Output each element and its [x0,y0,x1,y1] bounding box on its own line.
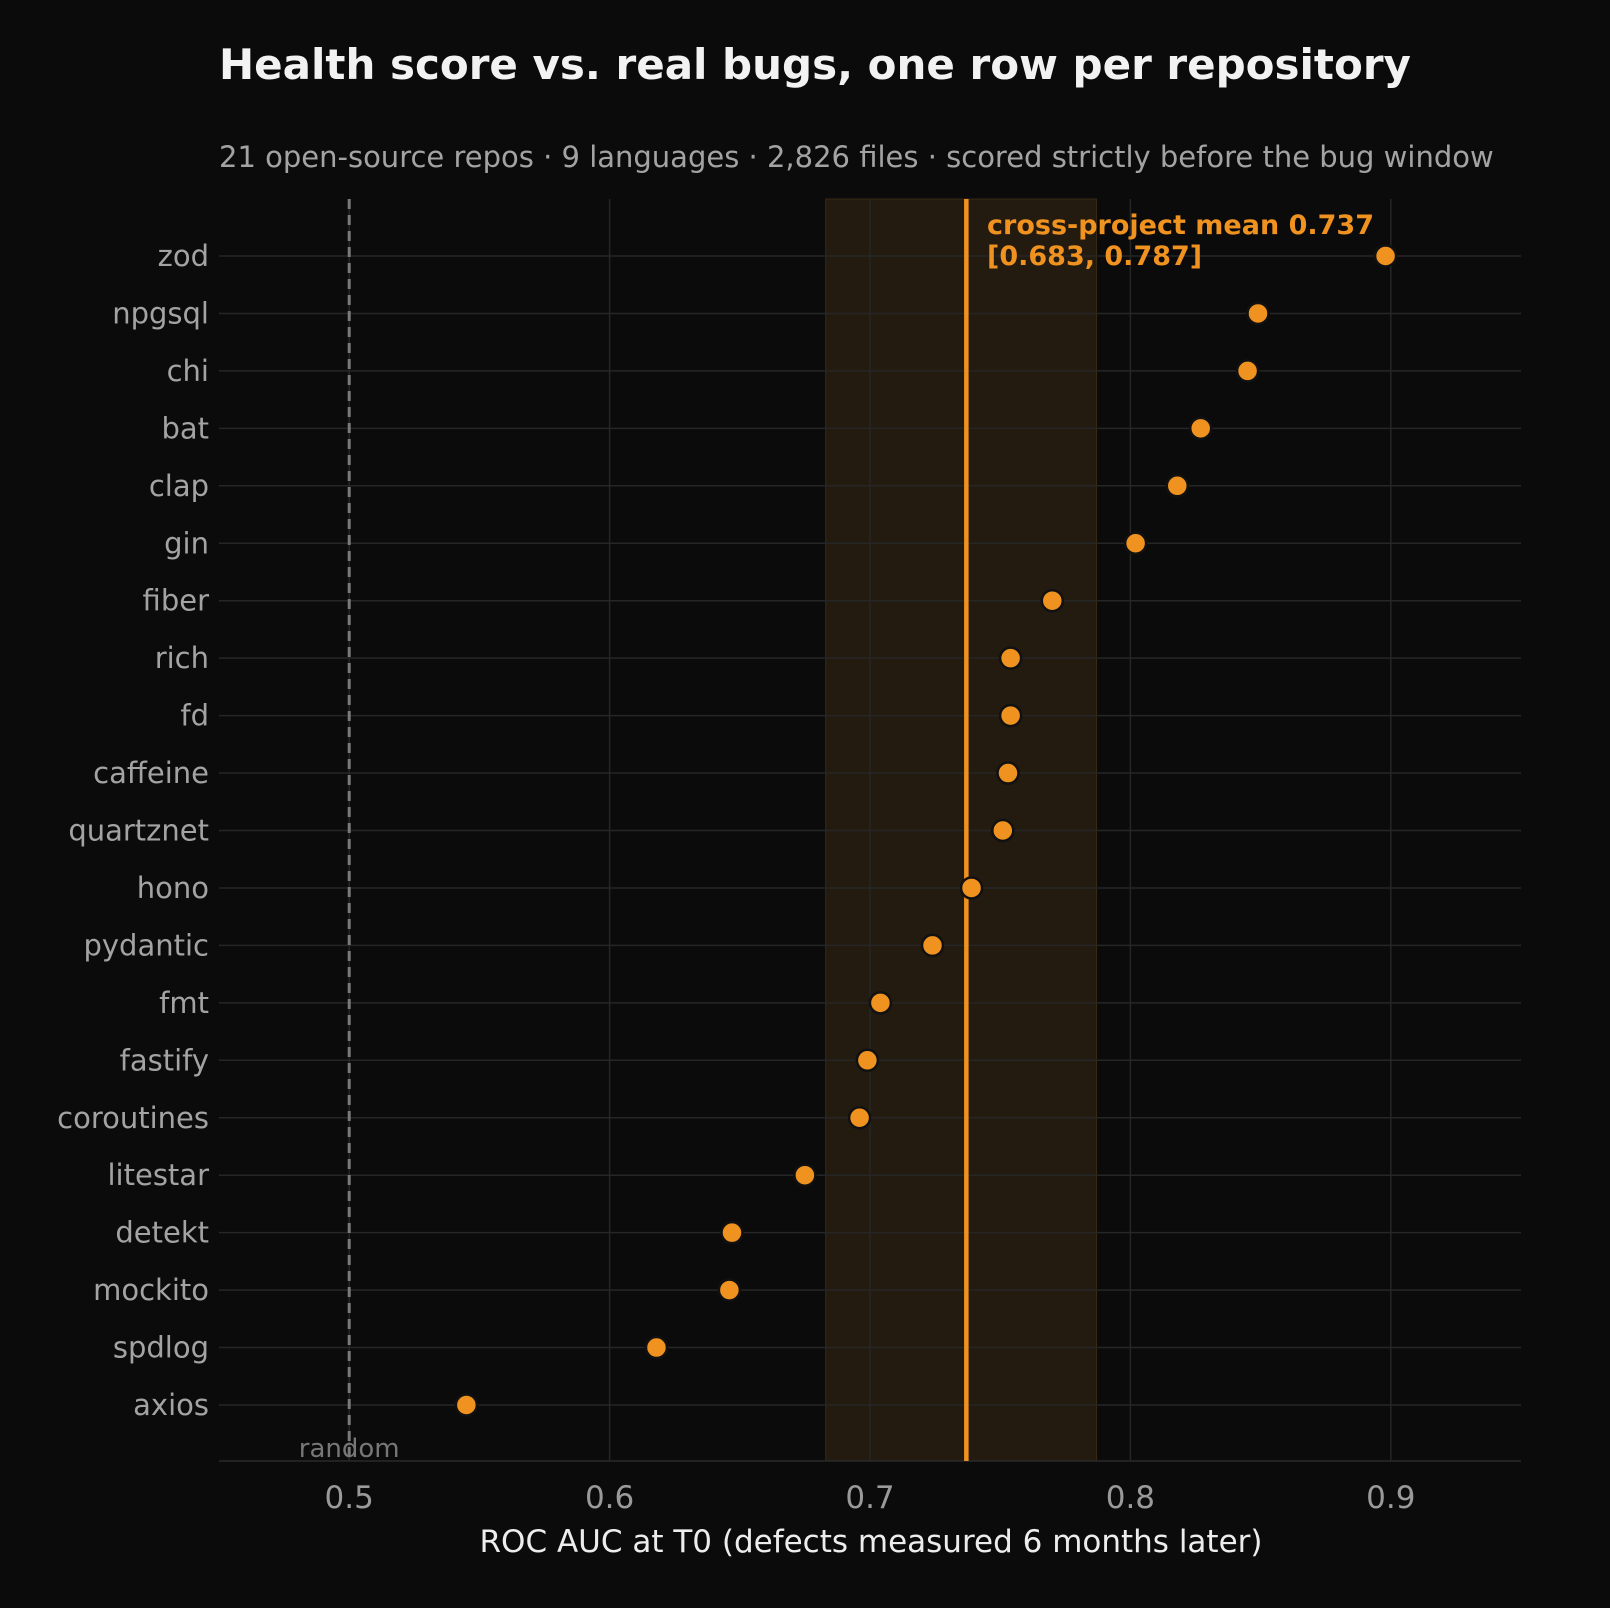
y-tick-label: fiber [143,584,210,618]
mean-label: cross-project mean 0.737 [987,210,1374,241]
x-tick-label: 0.5 [325,1480,374,1516]
data-point [847,1106,872,1130]
y-tick-label: zod [158,239,209,273]
data-point [1188,416,1213,441]
y-tick-label: rich [155,641,209,675]
y-tick-label: quartznet [68,814,209,848]
data-point [793,1163,817,1187]
data-point [1235,359,1260,383]
data-point [996,761,1020,785]
data-point [959,876,984,900]
random-label: random [299,1434,400,1464]
data-point [1373,244,1398,268]
x-axis-label: ROC AUC at T0 (defects measured 6 months… [480,1524,1263,1560]
y-tick-label: coroutines [57,1101,209,1135]
data-point [998,703,1023,728]
y-tick-label: fastify [120,1043,209,1077]
y-tick-label: mockito [93,1273,209,1307]
y-tick-label: caffeine [93,756,209,790]
y-tick-label: fmt [159,986,209,1020]
data-point [1123,531,1148,555]
y-tick-label: axios [133,1388,209,1422]
x-tick-label: 0.8 [1106,1480,1155,1516]
y-tick-label: pydantic [83,928,209,962]
x-tick-label: 0.6 [585,1480,634,1516]
x-tick-label: 0.7 [845,1480,894,1516]
y-tick-label: fd [180,699,209,733]
x-tick-label: 0.9 [1366,1480,1415,1516]
y-tick-label: hono [137,871,209,905]
data-point [998,646,1023,670]
chart-title: Health score vs. real bugs, one row per … [219,40,1411,89]
data-point [1246,301,1270,326]
data-point [1040,588,1065,613]
data-point [1165,474,1190,498]
y-tick-label: litestar [108,1158,210,1192]
data-point [720,1220,744,1245]
y-tick-label: gin [164,526,209,560]
y-tick-label: npgsql [112,296,209,330]
y-tick-label: bat [161,411,209,445]
chart-subtitle: 21 open-source repos · 9 languages · 2,8… [219,140,1494,174]
data-point [991,818,1015,843]
data-point [868,991,893,1015]
data-point [454,1393,479,1417]
data-point [644,1335,669,1360]
data-point [920,933,945,958]
mean-ci-label: [0.683, 0.787] [987,241,1202,272]
y-tick-label: detekt [115,1216,209,1250]
y-tick-label: spdlog [113,1331,209,1365]
data-point [717,1278,742,1302]
y-tick-label: chi [167,354,209,388]
y-tick-label: clap [149,469,209,503]
data-point [855,1048,880,1073]
